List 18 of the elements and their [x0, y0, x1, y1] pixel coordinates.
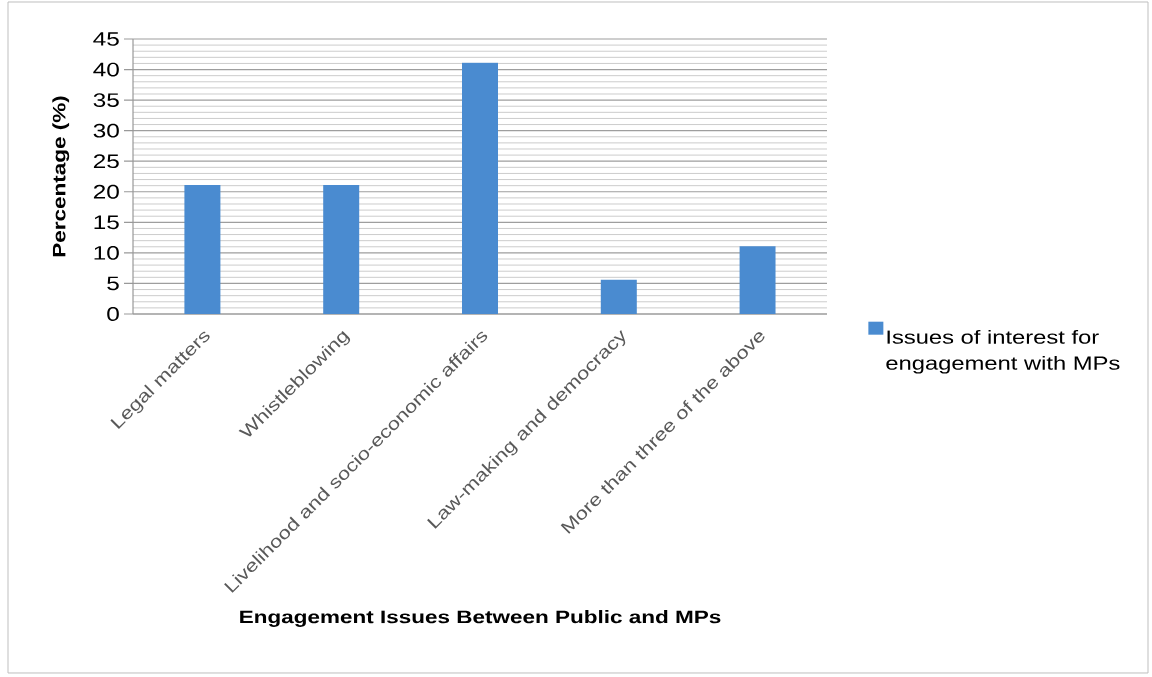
y-tick-label: 45: [93, 32, 119, 46]
y-tick-label: 35: [93, 93, 119, 108]
bar: [462, 62, 498, 314]
bar: [323, 185, 360, 314]
y-tick-label: 0: [107, 307, 119, 321]
bar: [184, 185, 221, 314]
y-tick-label: 20: [93, 184, 119, 199]
y-tick-label: 30: [93, 123, 119, 138]
y-tick-label: 5: [107, 276, 119, 291]
x-axis-title: Engagement Issues Between Public and MPs: [240, 610, 721, 627]
y-tick-label: 15: [94, 215, 119, 230]
y-axis-title: Percentage (%): [52, 96, 70, 257]
legend-label: Issues of interest for engagement with MPs: [886, 329, 1120, 374]
bar: [739, 246, 776, 314]
y-tick-label: 40: [93, 62, 119, 77]
y-tick-label: 10: [94, 245, 119, 260]
y-tick-label: 25: [93, 154, 119, 169]
bar: [600, 279, 637, 314]
